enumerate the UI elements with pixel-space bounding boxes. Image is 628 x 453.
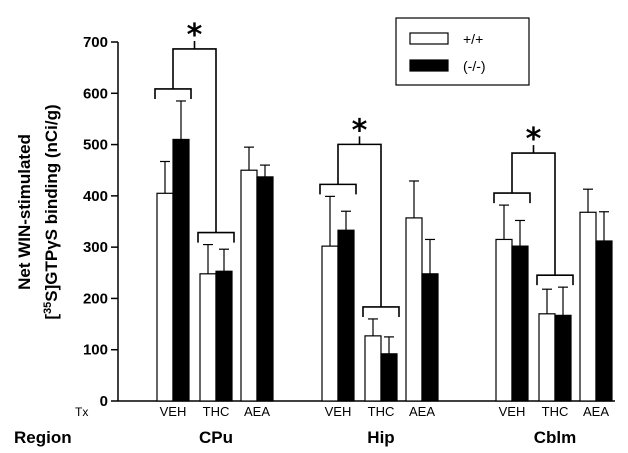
pair-bracket-thc xyxy=(536,274,574,286)
legend-box xyxy=(395,17,530,86)
y-tick-label: 300 xyxy=(83,239,108,256)
y-axis-label-superscript: 35 xyxy=(42,302,54,314)
bar-cpu-thc-wildtype xyxy=(199,273,217,402)
bar-cpu-veh-knockout xyxy=(172,138,190,402)
bar-hip-veh-wildtype xyxy=(321,245,339,402)
bar-cblm-veh-wildtype xyxy=(495,238,513,402)
region-label-cblm: Cblm xyxy=(534,428,577,447)
y-tick-label: 700 xyxy=(83,34,108,51)
y-axis-label-line2: [35S]GTPγS binding (nCi/g) xyxy=(42,104,61,319)
bar-hip-aea-knockout xyxy=(421,273,439,402)
treatment-label-hip-thc: THC xyxy=(368,404,395,419)
legend: +/+ (-/-) xyxy=(395,17,530,86)
pair-bracket-veh xyxy=(154,88,192,99)
bar-hip-thc-wildtype xyxy=(364,335,382,402)
treatment-label-hip-aea: AEA xyxy=(409,404,435,419)
category-labels: VEH THC AEA CPu VEH THC AEA Hip VEH THC AEA Cblm xyxy=(160,404,610,447)
treatment-label-cpu-aea: AEA xyxy=(244,404,270,419)
y-tick-label: 200 xyxy=(83,290,108,307)
legend-label-knockout: (-/-) xyxy=(463,58,486,74)
bar-cblm-thc-knockout xyxy=(554,314,572,402)
tx-row-label: Tx xyxy=(75,405,88,419)
y-tick-label: 500 xyxy=(83,137,108,154)
pair-bracket-veh xyxy=(493,192,531,204)
bar-cblm-aea-wildtype xyxy=(579,211,597,402)
y-axis-label-rest: S]GTPγS binding (nCi/g) xyxy=(42,104,61,301)
significance-star-hip: * xyxy=(352,113,368,148)
significance-star-cpu: * xyxy=(187,18,203,53)
y-tick-label: 0 xyxy=(100,393,108,410)
treatment-label-cpu-veh: VEH xyxy=(160,404,187,419)
bar-cblm-veh-knockout xyxy=(511,245,529,402)
bar-cpu-thc-knockout xyxy=(215,270,233,402)
treatment-label-cpu-thc: THC xyxy=(203,404,230,419)
y-tick-label: 100 xyxy=(83,342,108,359)
bar-hip-veh-knockout xyxy=(337,229,355,402)
legend-swatch-wildtype xyxy=(409,32,449,45)
significance-star-cblm: * xyxy=(526,122,542,157)
bars xyxy=(156,100,613,402)
bar-hip-aea-wildtype xyxy=(405,217,423,402)
y-tick-label: 600 xyxy=(83,85,108,102)
y-tick-label: 400 xyxy=(83,188,108,205)
bar-hip-thc-knockout xyxy=(380,353,398,402)
region-label-cpu: CPu xyxy=(199,428,233,447)
y-axis-label-line1: Net WIN-stimulated xyxy=(15,134,34,290)
legend-label-wildtype: +/+ xyxy=(463,31,483,47)
bar-cblm-aea-knockout xyxy=(595,240,613,402)
treatment-label-cblm-aea: AEA xyxy=(583,404,609,419)
treatment-label-cblm-veh: VEH xyxy=(499,404,526,419)
pair-bracket-thc xyxy=(197,231,235,243)
region-row-label: Region xyxy=(14,428,72,447)
region-label-hip: Hip xyxy=(367,428,394,447)
treatment-label-hip-veh: VEH xyxy=(325,404,352,419)
legend-swatch-knockout xyxy=(409,59,449,72)
bar-cpu-veh-wildtype xyxy=(156,192,174,402)
comparison-bracket xyxy=(511,152,556,276)
bar-cpu-aea-wildtype xyxy=(240,169,258,402)
bar-cblm-thc-wildtype xyxy=(538,313,556,402)
y-axis-label-bracket: [ xyxy=(42,314,61,320)
pair-bracket-thc xyxy=(362,306,400,317)
comparison-bracket xyxy=(172,48,217,233)
treatment-label-cblm-thc: THC xyxy=(542,404,569,419)
pair-bracket-veh xyxy=(319,183,357,195)
significance-brackets: * * * xyxy=(154,18,574,317)
bar-cpu-aea-knockout xyxy=(256,176,274,402)
